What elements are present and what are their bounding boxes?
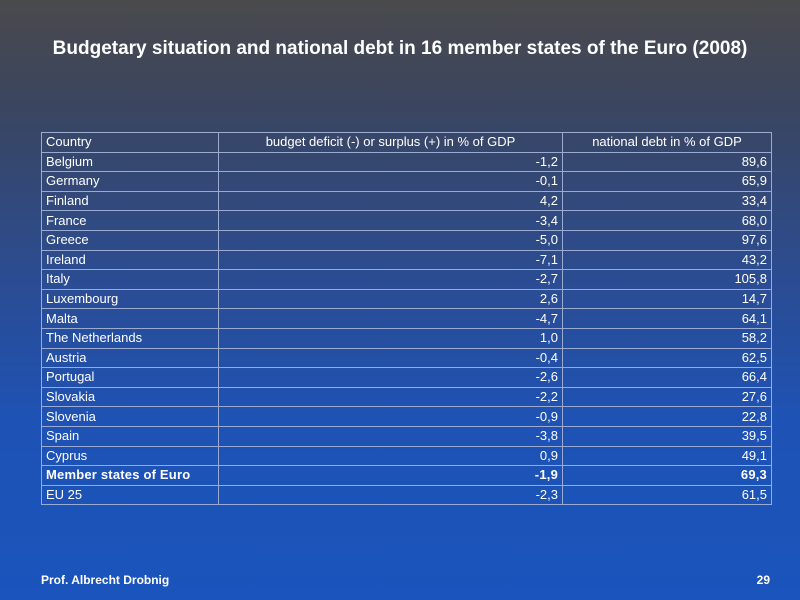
- cell-budget: -3,4: [218, 210, 563, 231]
- cell-country: Greece: [41, 229, 219, 251]
- table-row: Austria -0,4 62,5: [41, 347, 772, 369]
- cell-debt: 39,5: [562, 425, 772, 447]
- cell-budget: -0,9: [218, 406, 563, 427]
- cell-country: Ireland: [41, 249, 219, 271]
- table-row: Member states of Euro -1,9 69,3: [41, 465, 772, 486]
- table-row: Italy -2,7 105,8: [41, 269, 772, 290]
- table-row: EU 25 -2,3 61,5: [41, 484, 772, 506]
- table-row: Slovenia -0,9 22,8: [41, 406, 772, 427]
- cell-debt: 66,4: [562, 367, 772, 388]
- cell-debt: 65,9: [562, 171, 772, 192]
- header-budget: budget deficit (-) or surplus (+) in % o…: [218, 132, 563, 153]
- cell-budget: -1,2: [218, 151, 563, 173]
- cell-country: Member states of Euro: [41, 465, 219, 486]
- data-table: Country budget deficit (-) or surplus (+…: [41, 132, 772, 506]
- header-debt: national debt in % of GDP: [562, 132, 772, 153]
- table-row: Belgium -1,2 89,6: [41, 151, 772, 173]
- cell-budget: 0,9: [218, 445, 563, 467]
- cell-country: Germany: [41, 171, 219, 192]
- cell-country: Finland: [41, 190, 219, 212]
- cell-country: Slovakia: [41, 386, 219, 408]
- table-row: Luxembourg 2,6 14,7: [41, 288, 772, 310]
- cell-country: France: [41, 210, 219, 231]
- table-row: Slovakia -2,2 27,6: [41, 386, 772, 408]
- cell-debt: 14,7: [562, 288, 772, 310]
- cell-debt: 33,4: [562, 190, 772, 212]
- cell-country: EU 25: [41, 484, 219, 506]
- cell-debt: 62,5: [562, 347, 772, 369]
- cell-country: Austria: [41, 347, 219, 369]
- cell-budget: -5,0: [218, 229, 563, 251]
- cell-budget: -2,3: [218, 484, 563, 506]
- cell-country: Malta: [41, 308, 219, 329]
- cell-country: Cyprus: [41, 445, 219, 467]
- cell-debt: 61,5: [562, 484, 772, 506]
- cell-debt: 64,1: [562, 308, 772, 329]
- table-row: Finland 4,2 33,4: [41, 190, 772, 212]
- slide-title: Budgetary situation and national debt in…: [52, 38, 748, 59]
- cell-budget: 1,0: [218, 327, 563, 349]
- table-row: Cyprus 0,9 49,1: [41, 445, 772, 467]
- table-body: Country budget deficit (-) or surplus (+…: [41, 132, 772, 506]
- cell-budget: -2,2: [218, 386, 563, 408]
- footer-page-number: 29: [756, 573, 770, 587]
- table-row: Germany -0,1 65,9: [41, 171, 772, 192]
- table-row: Greece -5,0 97,6: [41, 229, 772, 251]
- data-table-container: Country budget deficit (-) or surplus (+…: [41, 132, 772, 506]
- cell-budget: -4,7: [218, 308, 563, 329]
- cell-budget: -2,6: [218, 367, 563, 388]
- cell-country: The Netherlands: [41, 327, 219, 349]
- cell-debt: 22,8: [562, 406, 772, 427]
- cell-budget: 2,6: [218, 288, 563, 310]
- cell-budget: 4,2: [218, 190, 563, 212]
- table-row: France -3,4 68,0: [41, 210, 772, 231]
- cell-country: Belgium: [41, 151, 219, 173]
- cell-debt: 27,6: [562, 386, 772, 408]
- footer-author: Prof. Albrecht Drobnig: [41, 573, 170, 587]
- cell-budget: -0,1: [218, 171, 563, 192]
- cell-country: Italy: [41, 269, 219, 290]
- cell-debt: 89,6: [562, 151, 772, 173]
- cell-country: Slovenia: [41, 406, 219, 427]
- cell-debt: 97,6: [562, 229, 772, 251]
- table-header-row: Country budget deficit (-) or surplus (+…: [41, 132, 772, 153]
- cell-budget: -3,8: [218, 425, 563, 447]
- table-row: The Netherlands 1,0 58,2: [41, 327, 772, 349]
- cell-debt: 68,0: [562, 210, 772, 231]
- cell-country: Spain: [41, 425, 219, 447]
- cell-budget: -0,4: [218, 347, 563, 369]
- cell-debt: 49,1: [562, 445, 772, 467]
- cell-debt: 69,3: [562, 465, 772, 486]
- table-row: Portugal -2,6 66,4: [41, 367, 772, 388]
- table-row: Ireland -7,1 43,2: [41, 249, 772, 271]
- table-row: Spain -3,8 39,5: [41, 425, 772, 447]
- cell-debt: 105,8: [562, 269, 772, 290]
- cell-budget: -2,7: [218, 269, 563, 290]
- cell-budget: -7,1: [218, 249, 563, 271]
- cell-country: Luxembourg: [41, 288, 219, 310]
- table-row: Malta -4,7 64,1: [41, 308, 772, 329]
- header-country: Country: [41, 132, 219, 153]
- cell-country: Portugal: [41, 367, 219, 388]
- cell-budget: -1,9: [218, 465, 563, 486]
- cell-debt: 58,2: [562, 327, 772, 349]
- cell-debt: 43,2: [562, 249, 772, 271]
